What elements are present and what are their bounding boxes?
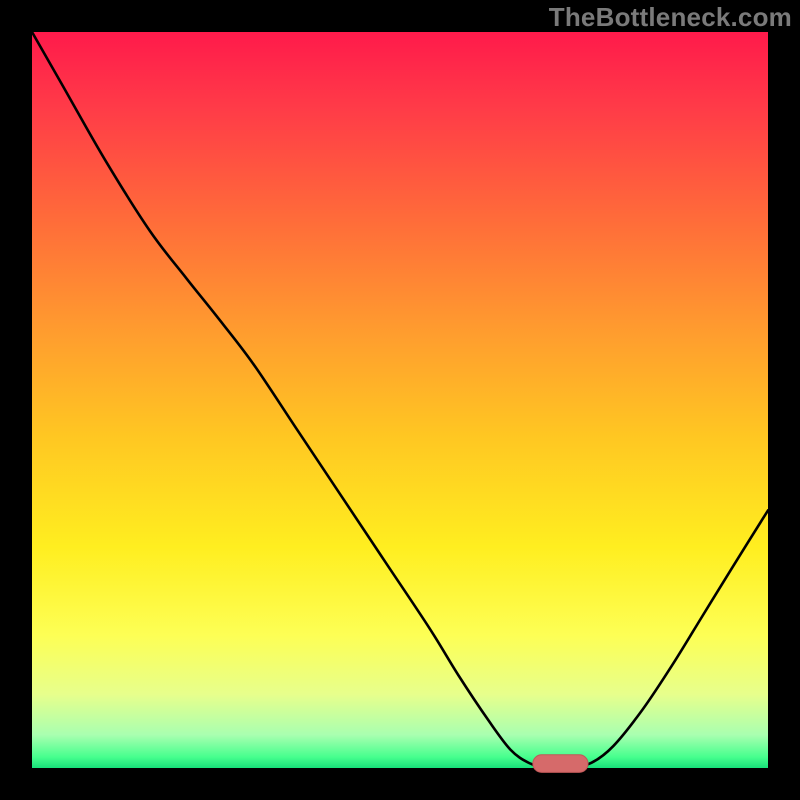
plot-background: [32, 32, 768, 768]
optimal-marker: [533, 755, 588, 773]
chart-container: { "watermark": { "text": "TheBottleneck.…: [0, 0, 800, 800]
bottleneck-chart: [0, 0, 800, 800]
watermark-text: TheBottleneck.com: [549, 2, 792, 33]
